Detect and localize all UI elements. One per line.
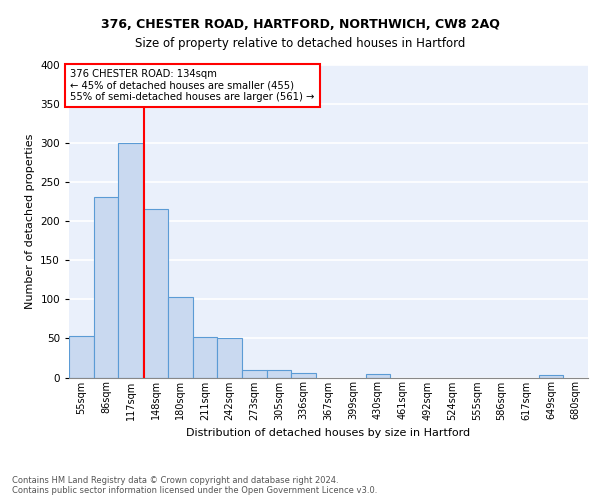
Bar xyxy=(193,337,217,378)
Text: Contains HM Land Registry data © Crown copyright and database right 2024.
Contai: Contains HM Land Registry data © Crown c… xyxy=(12,476,377,495)
Bar xyxy=(168,297,193,378)
Bar xyxy=(365,374,390,378)
Bar xyxy=(267,370,292,378)
Text: 376, CHESTER ROAD, HARTFORD, NORTHWICH, CW8 2AQ: 376, CHESTER ROAD, HARTFORD, NORTHWICH, … xyxy=(101,18,499,30)
Bar xyxy=(143,209,168,378)
Bar xyxy=(69,336,94,378)
Text: Size of property relative to detached houses in Hartford: Size of property relative to detached ho… xyxy=(135,38,465,51)
X-axis label: Distribution of detached houses by size in Hartford: Distribution of detached houses by size … xyxy=(187,428,470,438)
Bar xyxy=(539,375,563,378)
Bar xyxy=(94,197,118,378)
Bar xyxy=(118,143,143,378)
Bar xyxy=(217,338,242,378)
Text: 376 CHESTER ROAD: 134sqm
← 45% of detached houses are smaller (455)
55% of semi-: 376 CHESTER ROAD: 134sqm ← 45% of detach… xyxy=(70,69,314,102)
Bar xyxy=(242,370,267,378)
Bar xyxy=(292,373,316,378)
Y-axis label: Number of detached properties: Number of detached properties xyxy=(25,134,35,309)
